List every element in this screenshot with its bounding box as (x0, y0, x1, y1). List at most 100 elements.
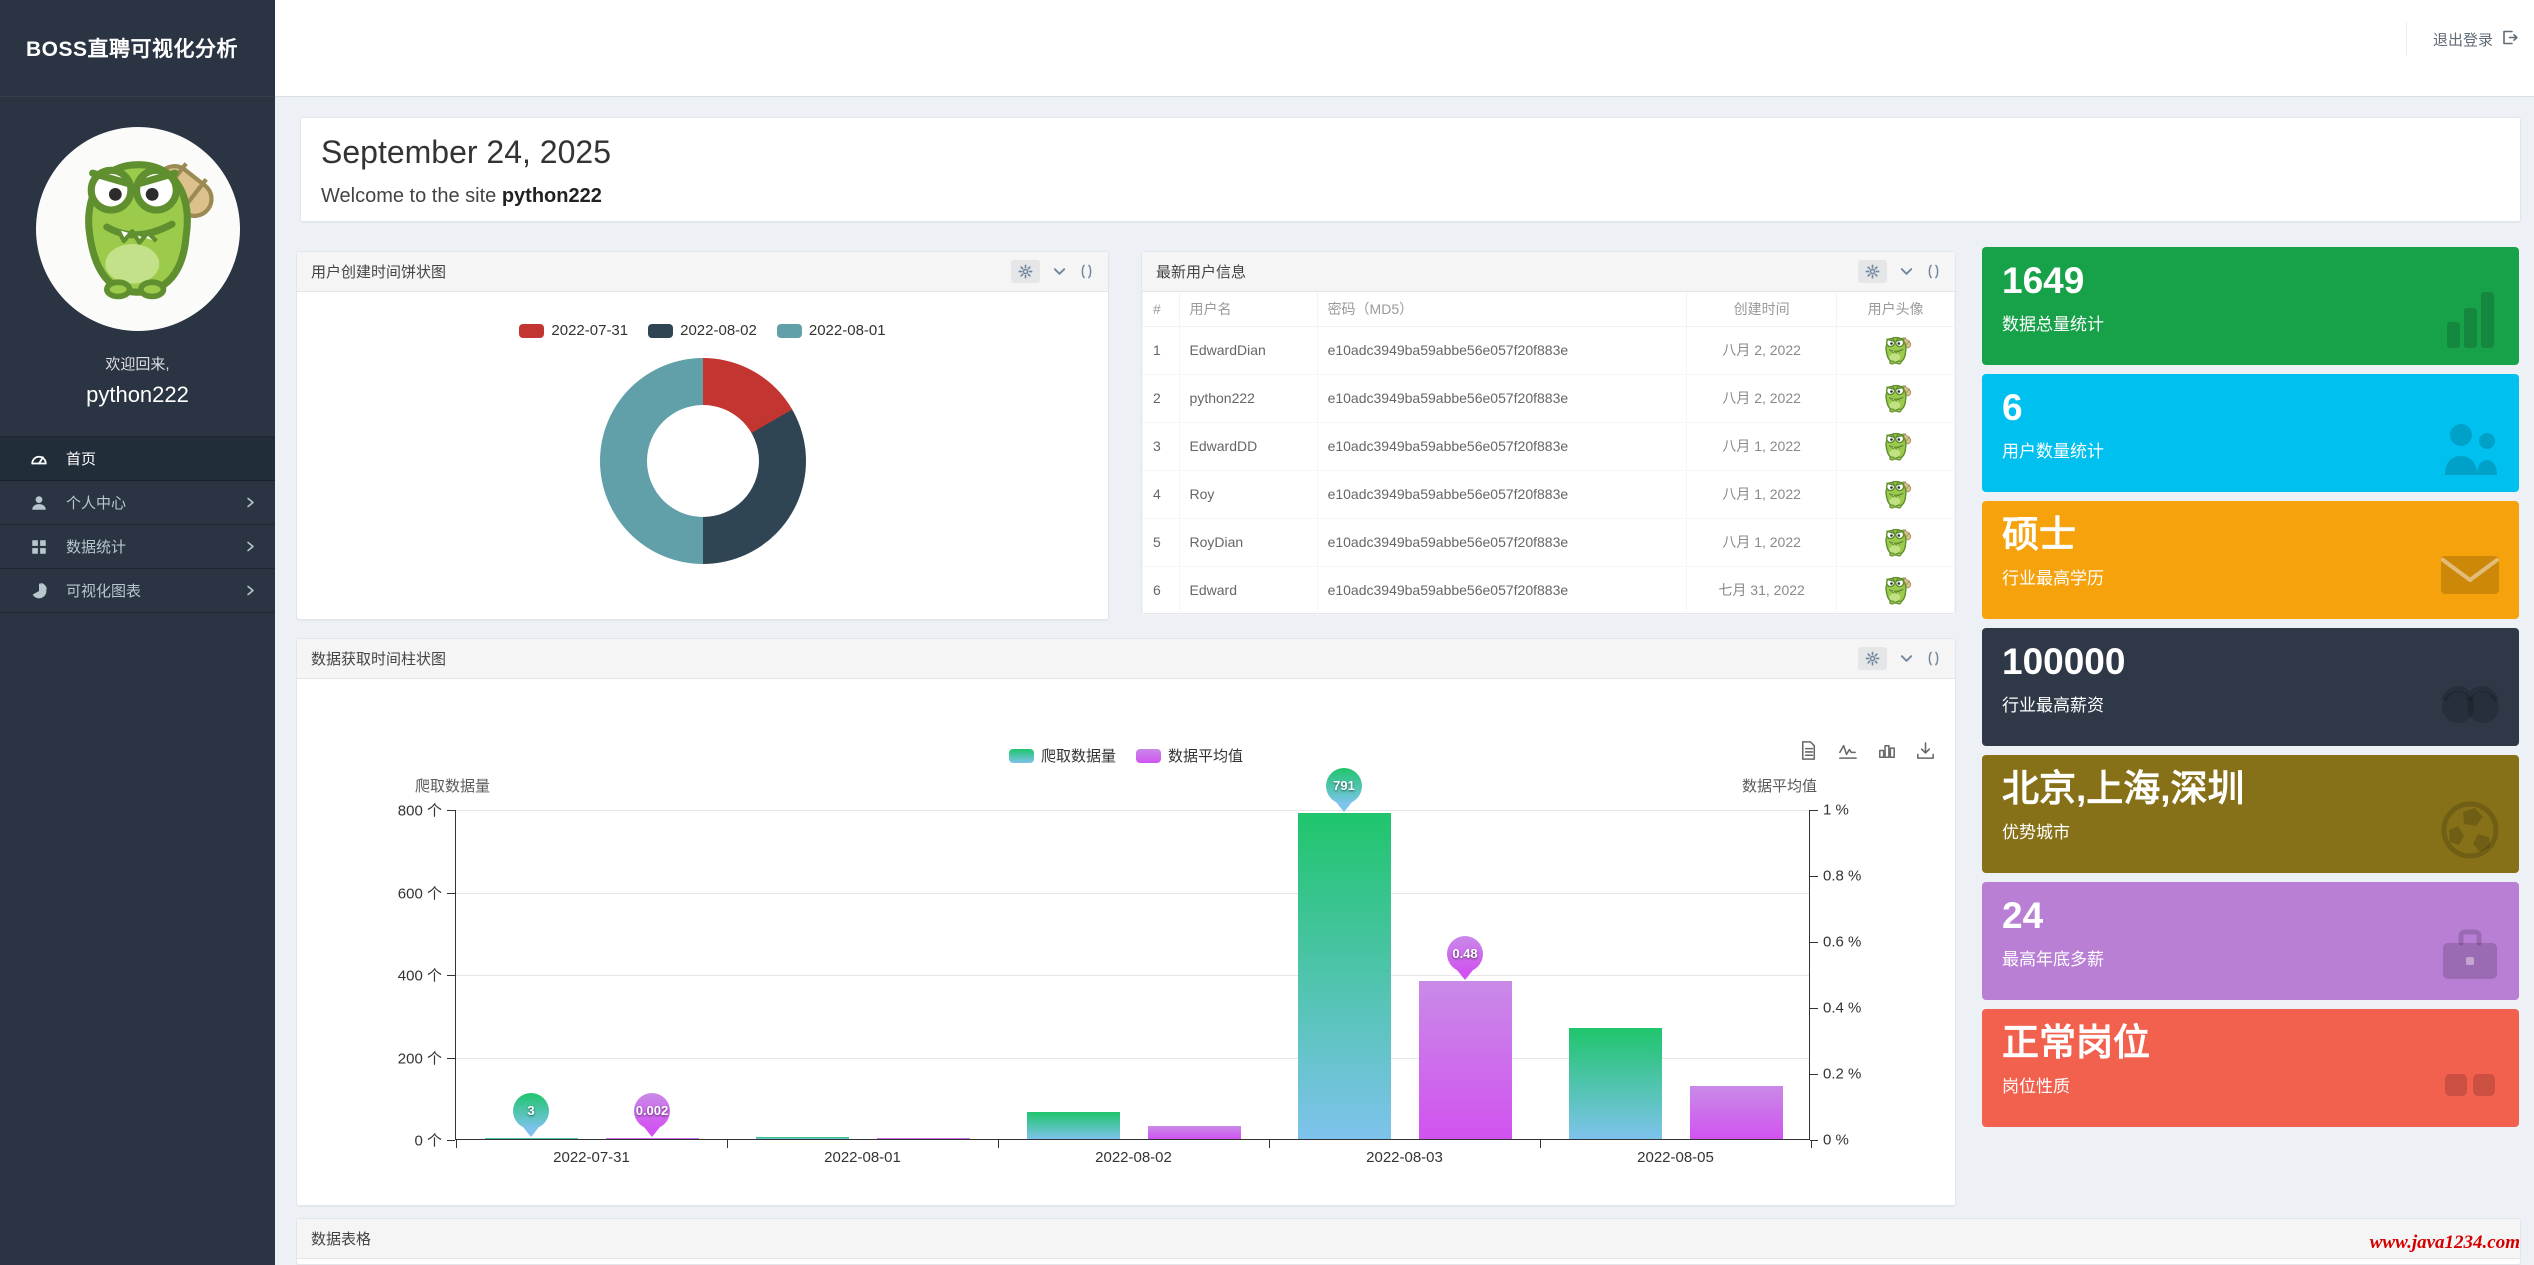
table-column-header: 用户名 (1178, 292, 1318, 327)
collapse-chevron-icon[interactable] (1052, 264, 1067, 279)
gear-icon[interactable] (1858, 647, 1887, 670)
bar-chart-toggle-icon[interactable] (1875, 739, 1898, 762)
right-axis-tick (1810, 1140, 1818, 1141)
x-axis-category-label: 2022-08-03 (1366, 1149, 1443, 1166)
welcome-message-prefix: Welcome to the site (321, 185, 502, 207)
avatar (35, 127, 240, 331)
user-avatar-icon (1879, 432, 1913, 461)
expand-icon[interactable] (1926, 651, 1941, 666)
pie-legend-item[interactable]: 2022-08-01 (776, 322, 886, 339)
stat-card-value: 24 (2002, 895, 2044, 936)
users-panel-tools (1858, 260, 1941, 283)
bar-legend-item[interactable]: 爬取数据量 (1008, 745, 1116, 766)
sidebar-item-home[interactable]: 首页 (0, 437, 275, 481)
cell-index: 1 (1142, 325, 1180, 375)
logout-button[interactable]: 退出登录 (2405, 22, 2518, 56)
right-axis-tick-label: 0.6 % (1823, 933, 1862, 951)
sidebar-item-data-statistics[interactable]: 数据统计 (0, 525, 275, 569)
x-axis-tick (1269, 1140, 1270, 1148)
table-column-header: 用户头像 (1836, 292, 1955, 327)
right-axis-tick-label: 0 % (1823, 1131, 1849, 1149)
pie-legend: 2022-07-31 2022-08-02 2022-08-01 (297, 322, 1108, 339)
coins-icon (2433, 663, 2507, 742)
stat-card-value: 1649 (2002, 260, 2085, 301)
cell-password: e10adc3949ba59abbe56e057f20f883e (1316, 325, 1688, 375)
x-axis-category-label: 2022-08-02 (1095, 1149, 1172, 1166)
x-axis-tick (456, 1140, 457, 1148)
sidebar-menu: 首页个人中心数据统计可视化图表 (0, 436, 275, 613)
x-axis-category-label: 2022-08-05 (1637, 1149, 1714, 1166)
logout-label: 退出登录 (2432, 31, 2493, 49)
stat-card-label: 用户数量统计 (2002, 441, 2104, 461)
cell-avatar (1836, 373, 1955, 423)
bar-chart-plot-area: 800 个 600 个 400 个 200 个 0 个 1 % 0.8 % 0.6 % 0.4 … (398, 767, 1861, 1166)
stat-card-top-cities: 北京,上海,深圳 优势城市 (1982, 755, 2519, 873)
users-panel-header: 最新用户信息 (1142, 252, 1955, 292)
globe-icon (2433, 790, 2507, 869)
welcome-panel: September 24, 2025 Welcome to the site p… (300, 117, 2521, 222)
user-avatar-icon (1879, 576, 1913, 605)
left-axis-tick-label: 400 个 (397, 967, 442, 985)
x-axis-tick (1540, 1140, 1541, 1148)
expand-icon[interactable] (1079, 264, 1094, 279)
line-chart-toggle-icon[interactable] (1836, 739, 1859, 762)
cell-created: 八月 1, 2022 (1686, 469, 1838, 519)
right-axis-tick (1810, 810, 1818, 811)
cell-password: e10adc3949ba59abbe56e057f20f883e (1316, 373, 1688, 423)
sidebar-item-label: 数据统计 (66, 539, 127, 556)
sidebar-item-personal-center[interactable]: 个人中心 (0, 481, 275, 525)
site-watermark: www.java1234.com (2369, 1232, 2520, 1253)
cell-password: e10adc3949ba59abbe56e057f20f883e (1316, 565, 1688, 615)
expand-icon[interactable] (1926, 264, 1941, 279)
download-icon[interactable] (1914, 739, 1937, 762)
bar-chart-body: 爬取数据量 数据平均值 爬取数据量 数据平均值 800 个 600 个 400 个 20… (297, 679, 1955, 1205)
left-axis-tick (447, 975, 455, 976)
table-row: 3 EdwardDD e10adc3949ba59abbe56e057f20f883… (1142, 421, 1955, 471)
users-panel-title: 最新用户信息 (1156, 264, 1247, 281)
data-table-panel: 数据表格 (296, 1218, 2521, 1265)
gridline (456, 1057, 1809, 1059)
app-brand: BOSS直聘可视化分析 (0, 0, 275, 97)
donut-chart (599, 358, 806, 564)
table-row: 1 EdwardDian e10adc3949ba59abbe56e057f20f8… (1142, 325, 1955, 375)
pie-legend-item[interactable]: 2022-08-02 (648, 322, 757, 339)
user-avatar-icon (1879, 384, 1913, 413)
bar-legend-item[interactable]: 数据平均值 (1136, 745, 1243, 766)
pie-chart-panel: 用户创建时间饼状图 2022-07-31 2022-08-02 2022-08-01 (296, 251, 1109, 620)
bar-scraped-2022-08-01 (755, 1136, 849, 1139)
cell-username: EdwardDian (1178, 325, 1318, 375)
user-icon (30, 494, 50, 512)
markpoint-min-pin: 0.002 (634, 1092, 670, 1129)
collapse-chevron-icon[interactable] (1899, 651, 1914, 666)
cell-password: e10adc3949ba59abbe56e057f20f883e (1316, 517, 1688, 567)
frog-avatar-icon (53, 142, 223, 317)
bar-scraped-2022-08-05 (1568, 1027, 1662, 1139)
stat-card-total-data: 1649 数据总量统计 (1982, 247, 2519, 365)
pie-legend-item[interactable]: 2022-07-31 (519, 322, 628, 339)
user-avatar-icon (1879, 528, 1913, 557)
markpoint-min-pin: 3 (513, 1092, 549, 1129)
envelope-icon (2433, 536, 2507, 615)
gridline (456, 810, 1809, 811)
gear-icon[interactable] (1011, 260, 1040, 283)
latest-users-panel: 最新用户信息 # 用户名 密码（MD5） 创建时间 用户头像 1 EdwardDian e1… (1141, 251, 1956, 615)
bar-average-2022-08-01 (876, 1137, 970, 1139)
current-date: September 24, 2025 (321, 134, 611, 170)
cell-index: 3 (1142, 421, 1180, 471)
cell-avatar (1836, 421, 1955, 471)
sidebar-item-visual-charts[interactable]: 可视化图表 (0, 569, 275, 613)
sidebar-item-label: 个人中心 (66, 495, 127, 512)
grid-icon (30, 538, 50, 556)
sidebar-user-panel: 欢迎回来, python222 (0, 97, 275, 408)
x-axis-category-label: 2022-07-31 (553, 1149, 630, 1166)
collapse-chevron-icon[interactable] (1899, 264, 1914, 279)
right-axis-tick (1810, 942, 1818, 943)
data-view-icon[interactable] (1797, 739, 1820, 762)
gear-icon[interactable] (1858, 260, 1887, 283)
stat-card-top-salary: 100000 行业最高薪资 (1982, 628, 2519, 746)
legend-swatch (776, 323, 802, 338)
markpoint-max-pin: 791 (1326, 767, 1362, 804)
pie-panel-tools (1011, 260, 1094, 283)
cell-avatar (1836, 517, 1955, 567)
bar-chart-icon (2433, 282, 2507, 361)
